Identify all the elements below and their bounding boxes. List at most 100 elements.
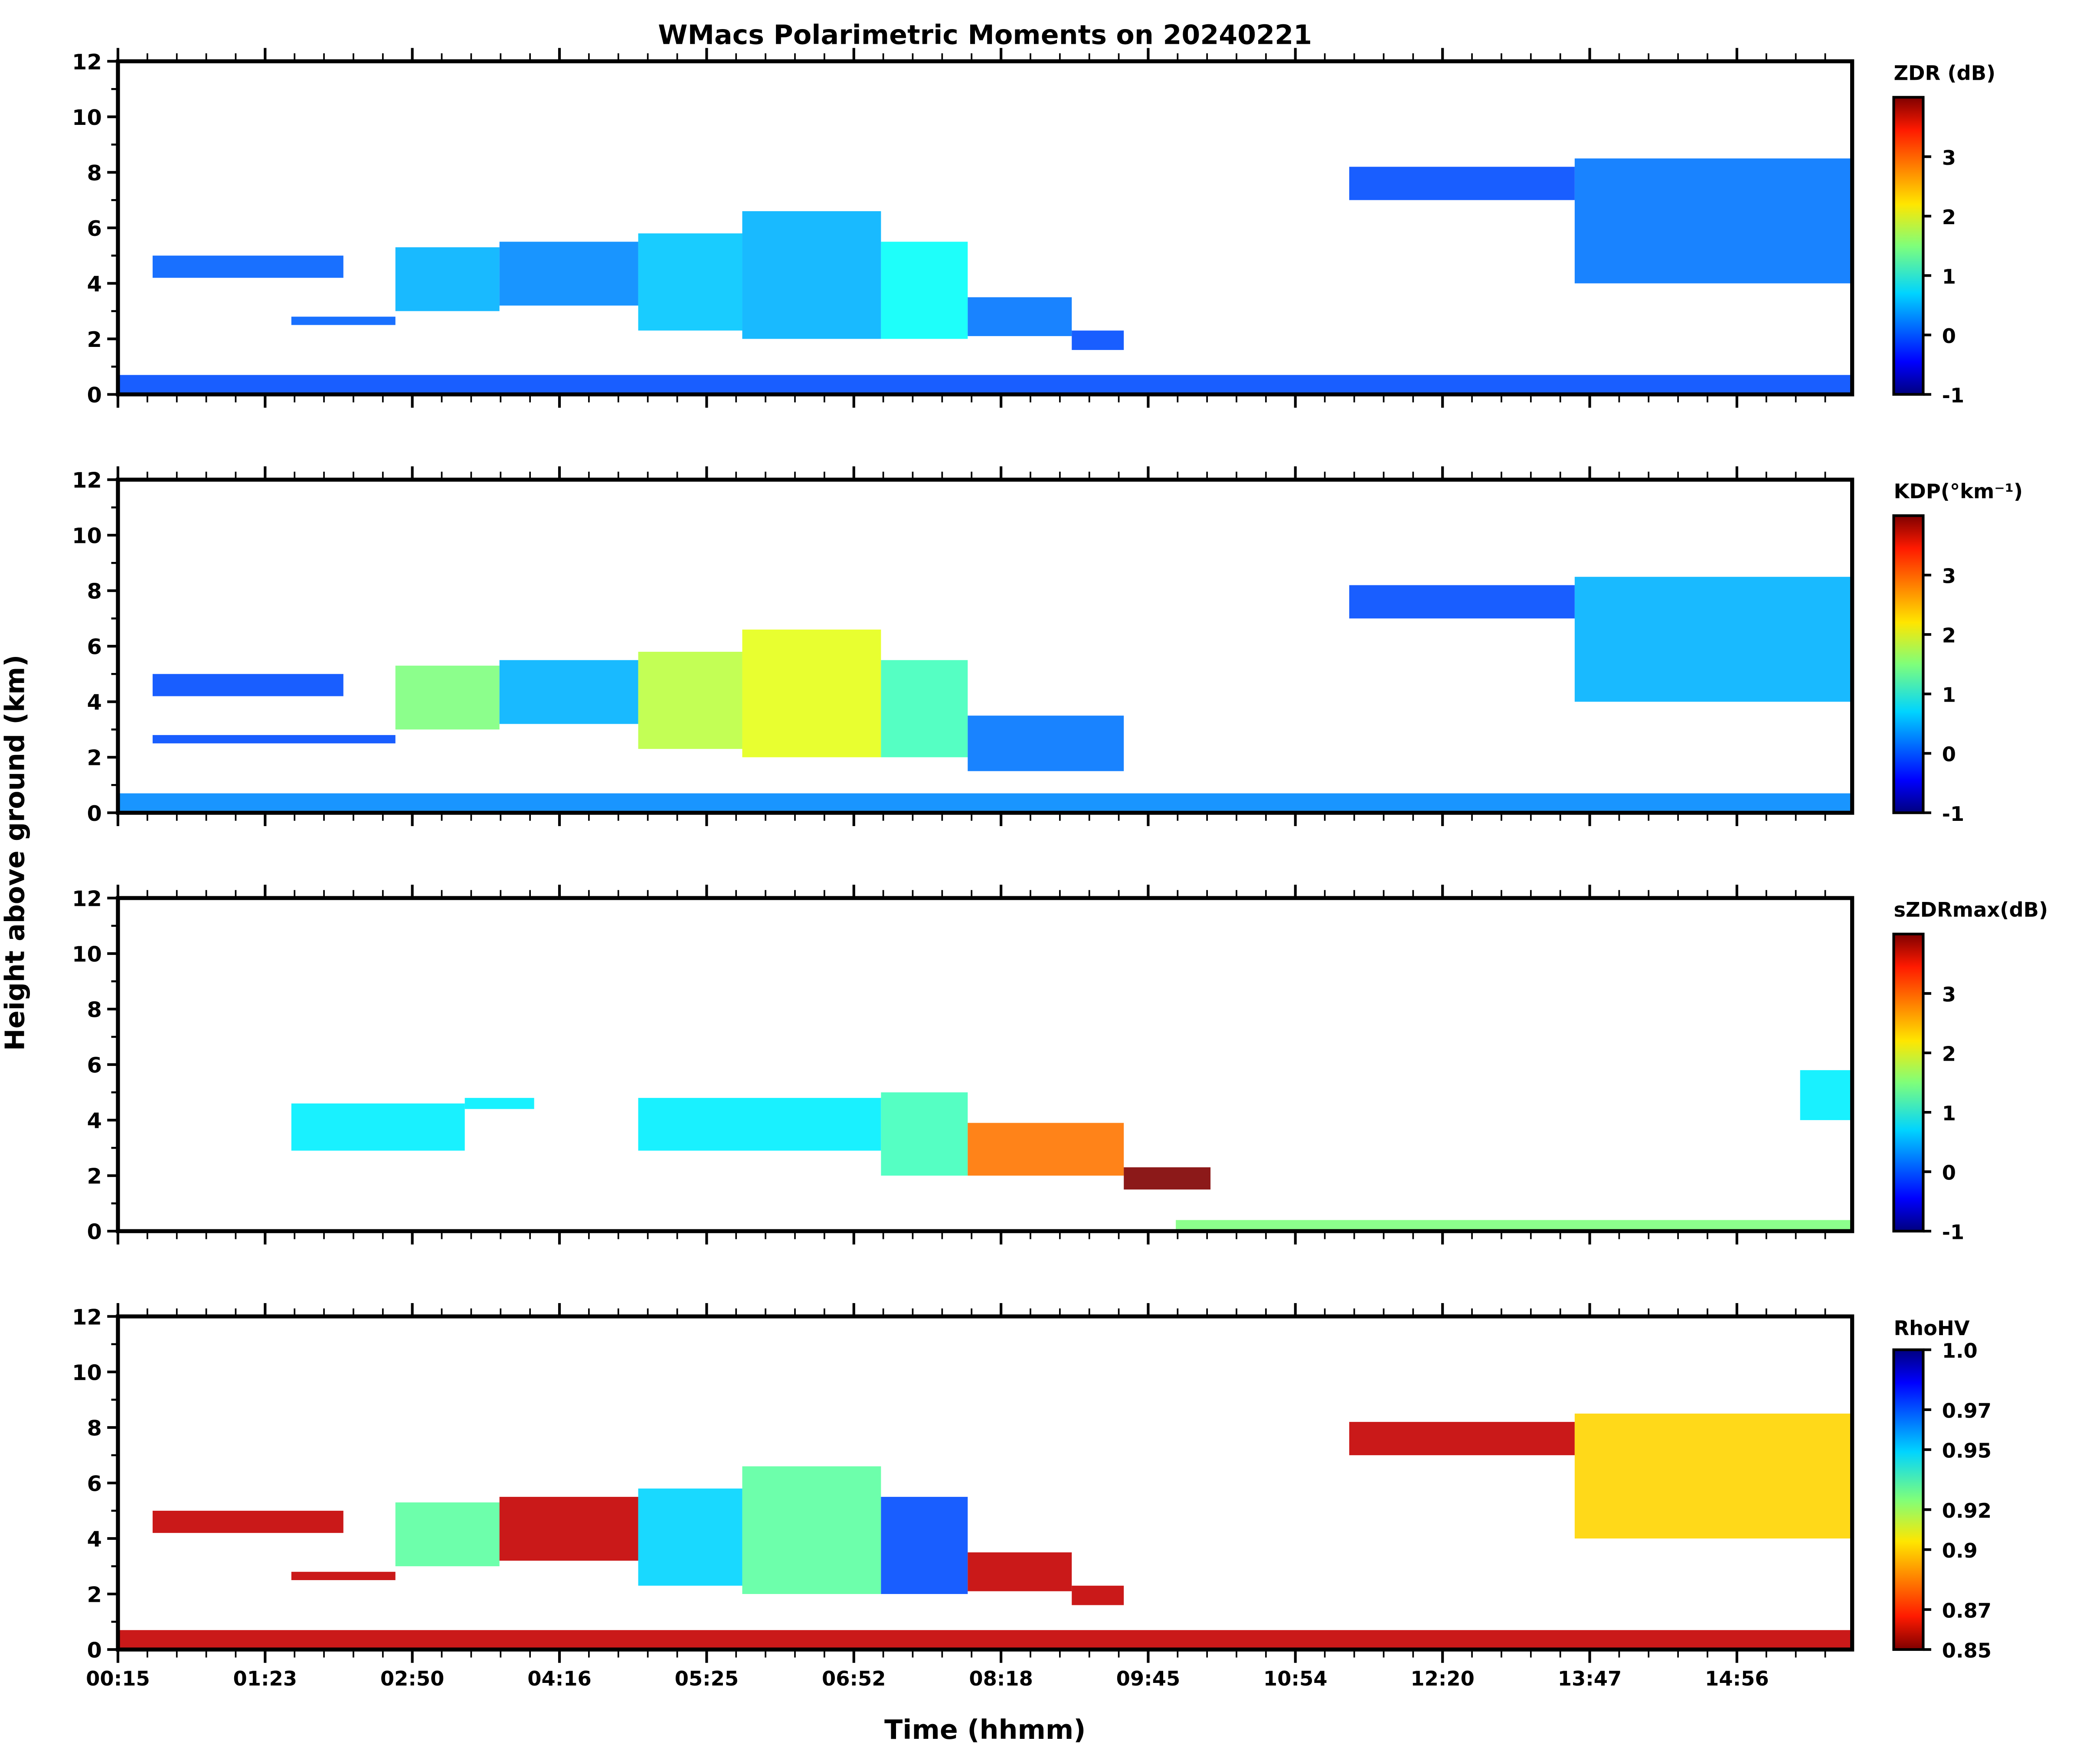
colorbar-label: KDP(°km⁻¹)	[1894, 480, 2023, 503]
echo-region	[638, 1488, 742, 1586]
colorbar-tick-label: 3	[1942, 146, 1956, 170]
x-tick-label: 06:52	[822, 1667, 886, 1690]
colorbar	[1892, 932, 1925, 1233]
x-tick-label: 09:45	[1116, 1667, 1181, 1690]
colorbar-tick-label: 1	[1942, 1102, 1956, 1125]
x-axis-label: Time (hhmm)	[884, 1714, 1086, 1745]
echo-region	[1574, 1413, 1852, 1539]
echo-region	[152, 255, 343, 278]
y-tick-label: 4	[87, 1527, 101, 1552]
y-tick-label: 4	[87, 1108, 101, 1134]
echo-region	[1072, 330, 1124, 350]
echo-region	[395, 247, 500, 311]
y-tick-label: 10	[72, 942, 102, 967]
colorbar-label: RhoHV	[1894, 1316, 1969, 1340]
echo-region	[881, 1092, 968, 1176]
y-tick-label: 6	[87, 1471, 101, 1496]
echo-region	[638, 233, 742, 331]
colorbar-tick-label: -1	[1942, 1221, 1964, 1244]
colorbar-tick-label: 0	[1942, 743, 1956, 766]
y-tick-label: 2	[87, 1164, 101, 1189]
y-tick-label: 2	[87, 745, 101, 771]
y-tick-label: 0	[87, 1638, 101, 1663]
echo-region	[118, 375, 1852, 395]
colorbar-tick-label: 1	[1942, 683, 1956, 707]
y-tick-label: 8	[87, 579, 101, 604]
echo-region	[291, 317, 396, 325]
y-tick-label: 12	[72, 1304, 102, 1330]
plot-frame	[116, 896, 1854, 1233]
x-tick-label: 05:25	[675, 1667, 739, 1690]
x-tick-label: 13:47	[1558, 1667, 1622, 1690]
echo-region	[1800, 1070, 1852, 1120]
y-axis-label: Height above ground (km)	[0, 655, 31, 1051]
panel-rhohv: 0 2 4 6 8 10 12 00:15 01:23 02:50 04:16 05:25 06:52 0…	[72, 1303, 1992, 1690]
colorbar-tick-label: 0.92	[1942, 1499, 1992, 1522]
colorbar-tick-label: 0.97	[1942, 1399, 1992, 1422]
colorbar-tick-label: 2	[1942, 624, 1956, 647]
echo-region	[118, 793, 1852, 813]
echo-region	[968, 1123, 1124, 1176]
y-tick-label: 6	[87, 1053, 101, 1078]
colorbar-tick-label: 1.0	[1942, 1339, 1978, 1362]
echo-region	[152, 1510, 343, 1533]
x-tick-label: 02:50	[380, 1667, 445, 1690]
colorbar-tick-label: 0.85	[1942, 1639, 1992, 1663]
echo-region	[291, 1571, 396, 1580]
echo-region	[499, 660, 638, 724]
colorbar-tick-label: 3	[1942, 983, 1956, 1006]
y-tick-label: 4	[87, 271, 101, 297]
colorbar-label: ZDR (dB)	[1894, 61, 1995, 85]
echo-region	[968, 715, 1124, 771]
echo-region	[1574, 577, 1852, 702]
colorbar-tick-label: 0.9	[1942, 1539, 1978, 1562]
y-tick-label: 2	[87, 1582, 101, 1607]
echo-region	[742, 629, 881, 758]
x-tick-label: 00:15	[86, 1667, 150, 1690]
x-tick-label: 04:16	[527, 1667, 592, 1690]
y-tick-label: 0	[87, 1219, 101, 1245]
echo-region	[499, 242, 638, 306]
echo-region	[968, 297, 1072, 336]
y-tick-label: 12	[72, 886, 102, 911]
echo-region	[152, 735, 396, 744]
colorbar-tick-label: 0	[1942, 324, 1956, 348]
y-tick-label: 12	[72, 468, 102, 493]
echo-region	[395, 666, 500, 730]
y-tick-label: 2	[87, 327, 101, 352]
echo-region	[638, 1098, 881, 1151]
colorbar-tick-label: 2	[1942, 206, 1956, 229]
echo-region	[395, 1502, 500, 1566]
colorbar-tick-label: 1	[1942, 265, 1956, 288]
y-tick-label: 6	[87, 634, 101, 660]
echo-region	[881, 1496, 968, 1594]
colorbar	[1892, 1348, 1925, 1651]
echo-region	[1124, 1167, 1211, 1190]
y-tick-label: 12	[72, 49, 102, 75]
colorbar-tick-label: 3	[1942, 565, 1956, 588]
colorbar-tick-label: -1	[1942, 384, 1964, 407]
colorbar-tick-label: -1	[1942, 802, 1964, 826]
y-tick-label: 8	[87, 997, 101, 1022]
y-tick-label: 10	[72, 1360, 102, 1385]
colorbar	[1892, 514, 1925, 814]
echo-region	[464, 1098, 534, 1109]
y-tick-label: 8	[87, 160, 101, 186]
x-tick-label: 01:23	[233, 1667, 298, 1690]
y-tick-label: 10	[72, 523, 102, 549]
x-tick-label: 08:18	[969, 1667, 1033, 1690]
y-tick-label: 0	[87, 801, 101, 826]
colorbar-tick-label: 0.95	[1942, 1439, 1992, 1463]
y-tick-label: 10	[72, 105, 102, 130]
echo-region	[1072, 1585, 1124, 1605]
colorbar-tick-label: 0.87	[1942, 1599, 1992, 1622]
y-tick-label: 6	[87, 216, 101, 241]
x-tick-label: 14:56	[1705, 1667, 1769, 1690]
echo-region	[118, 1630, 1852, 1650]
y-tick-label: 8	[87, 1415, 101, 1441]
echo-region	[742, 1466, 881, 1594]
echo-region	[968, 1552, 1072, 1591]
